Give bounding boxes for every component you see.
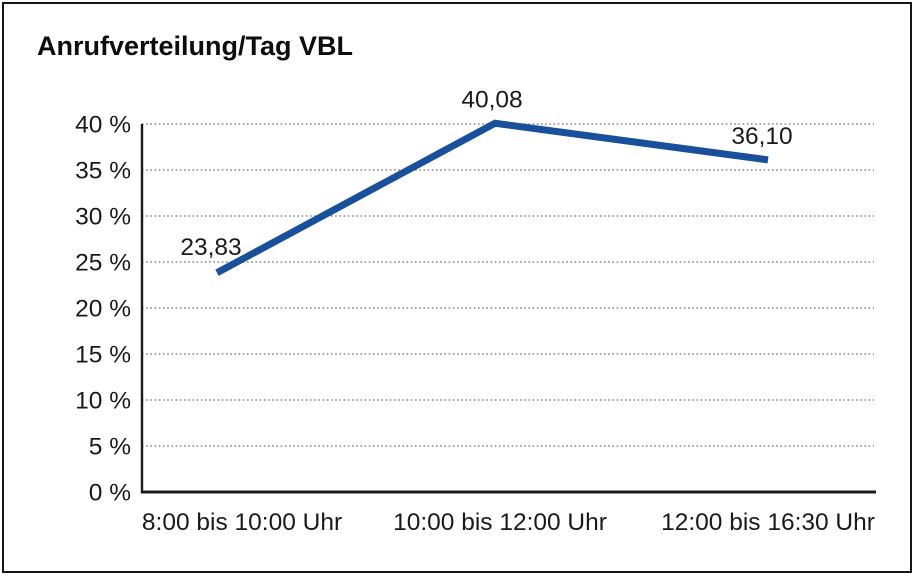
data-point-label: 40,08 [461,86,522,113]
data-point-label: 36,10 [731,123,792,150]
y-tick-label: 10 % [75,388,131,415]
y-tick-label: 35 % [75,158,131,185]
x-category-label: 10:00 bis 12:00 Uhr [393,509,607,536]
y-tick-label: 5 % [89,434,131,461]
x-category-label: 12:00 bis 16:30 Uhr [661,509,875,536]
y-tick-label: 0 % [89,480,131,507]
data-point-label: 23,83 [180,234,241,261]
y-tick-label: 30 % [75,204,131,231]
chart-title: Anrufverteilung/Tag VBL [37,31,354,61]
y-tick-label: 15 % [75,342,131,369]
y-tick-label: 25 % [75,250,131,277]
data-line [215,119,769,276]
y-tick-label: 20 % [75,296,131,323]
x-category-label: 8:00 bis 10:00 Uhr [142,509,342,536]
y-tick-label: 40 % [75,112,131,139]
